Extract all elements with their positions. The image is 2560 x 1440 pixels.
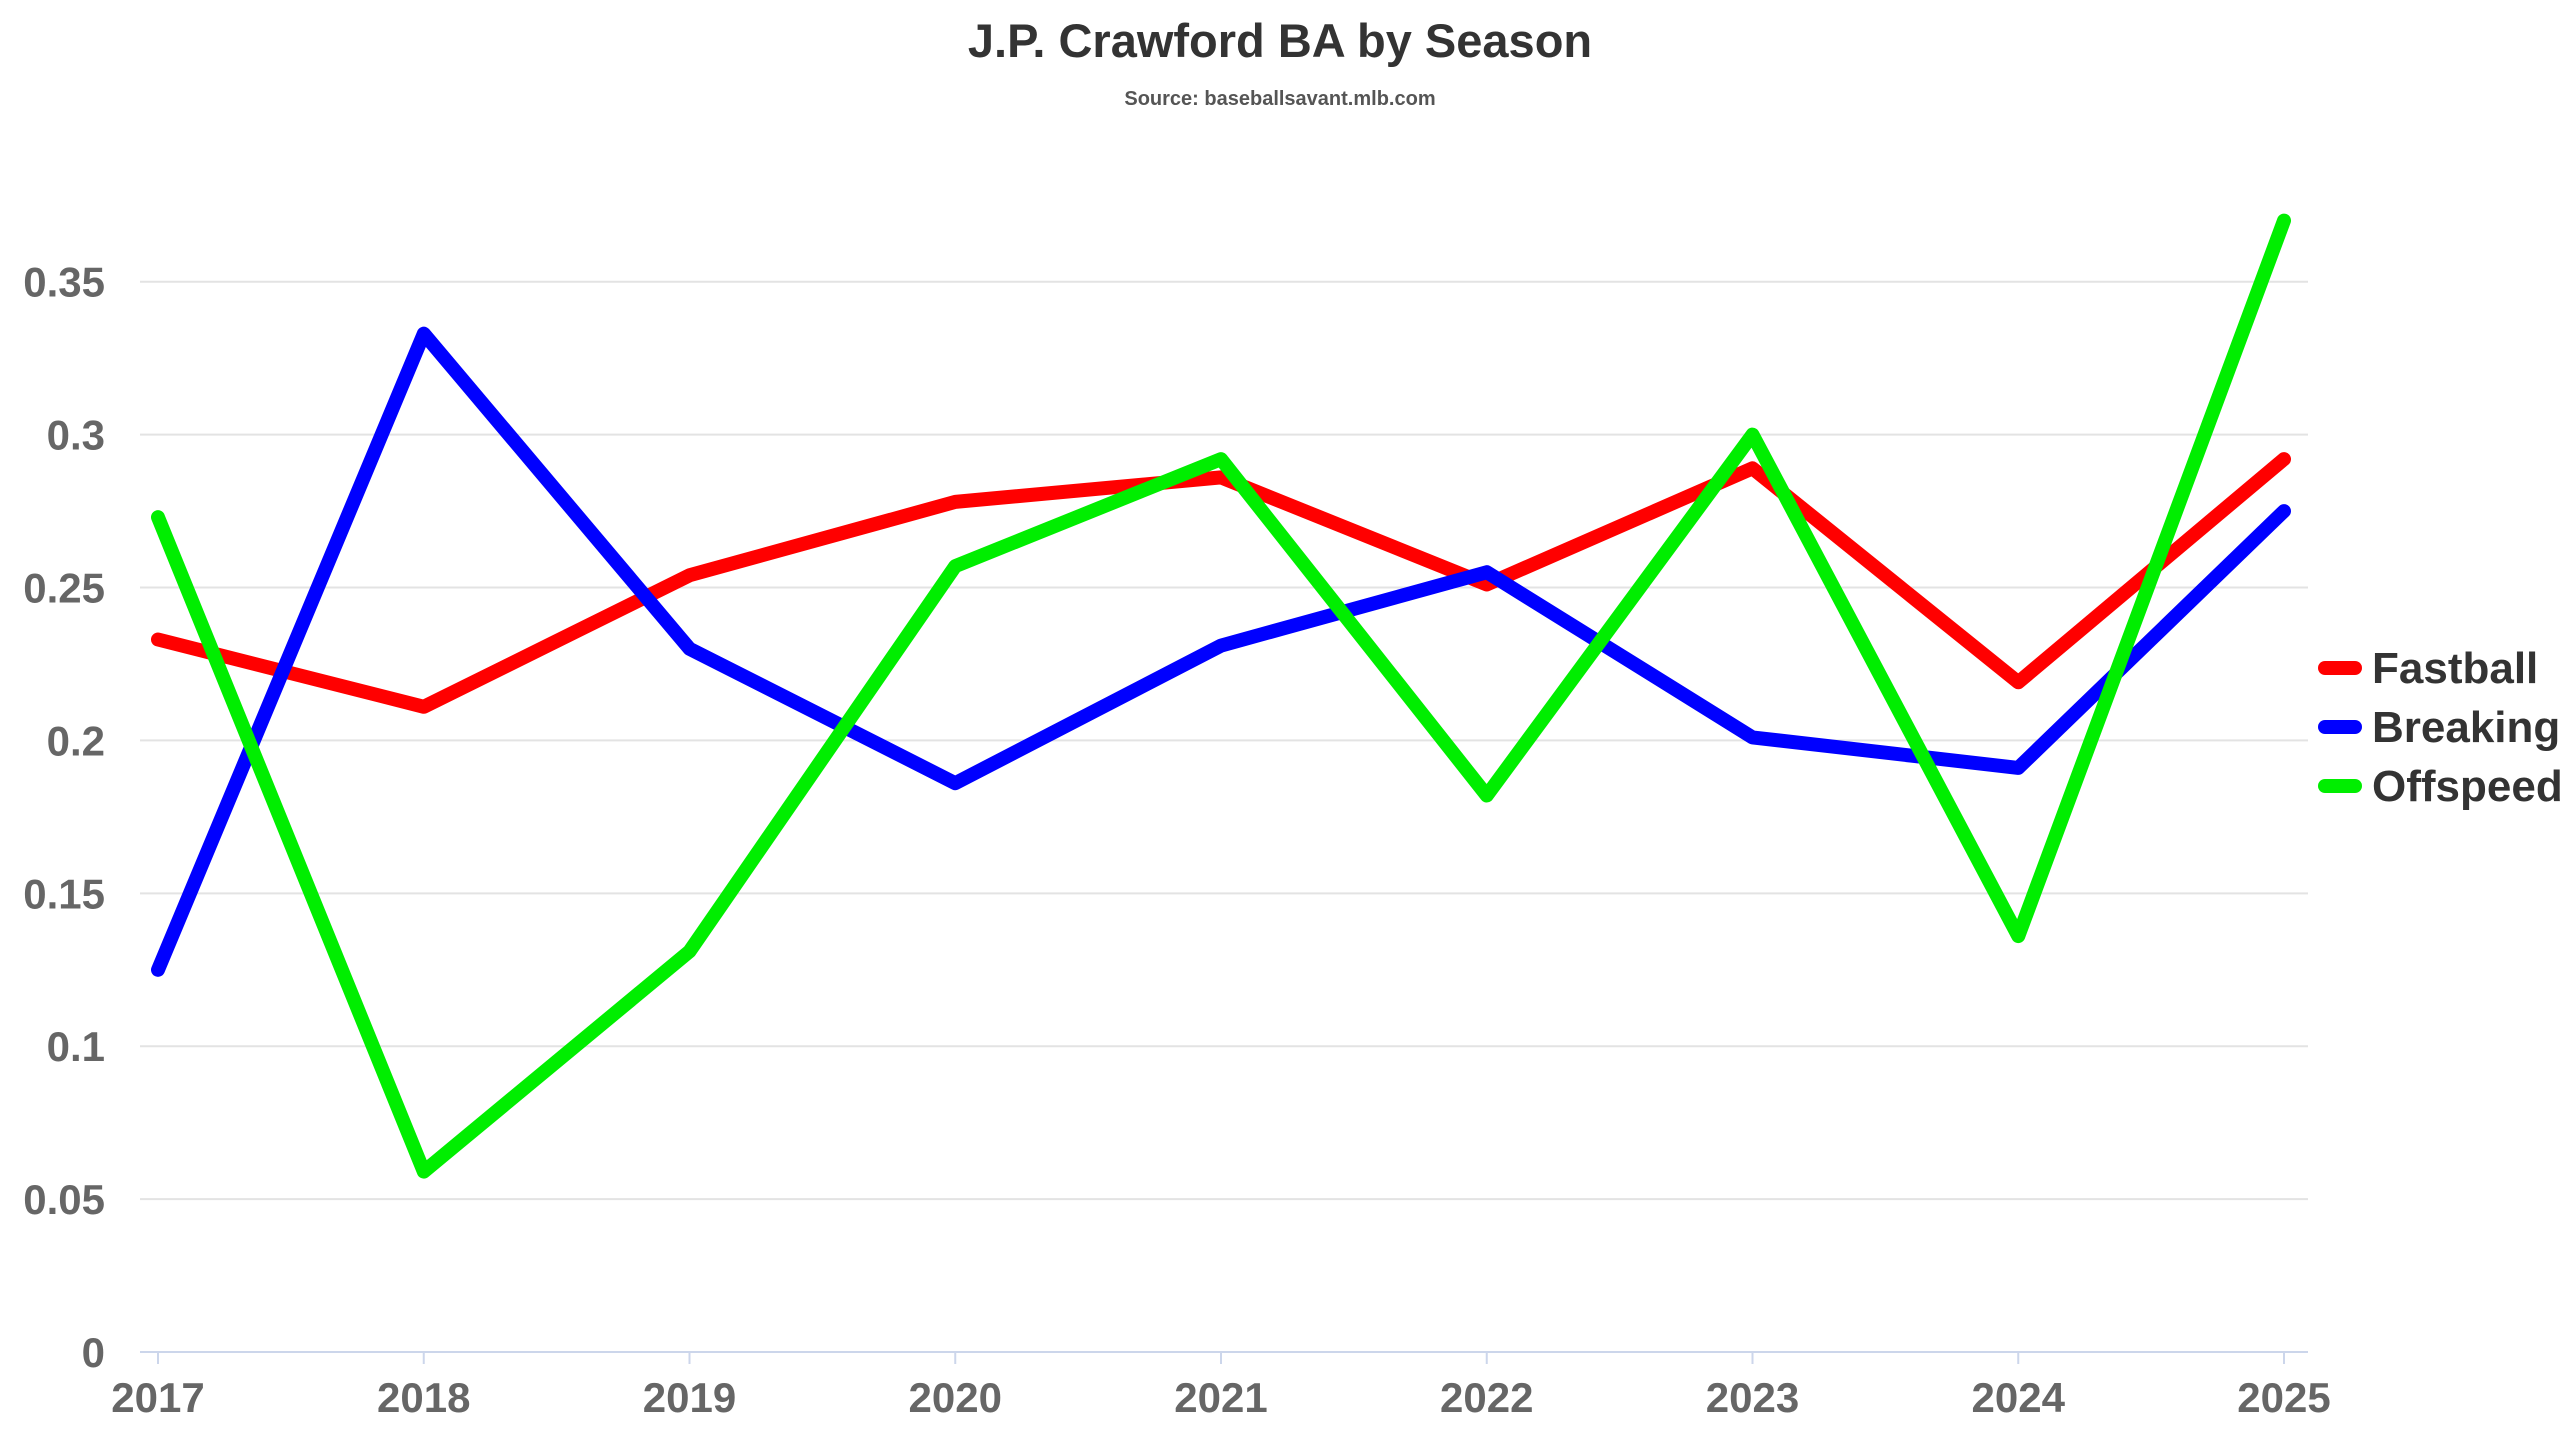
x-tick-label: 2024 <box>1972 1374 2066 1421</box>
x-tick-label: 2020 <box>909 1374 1002 1421</box>
legend-label: Offspeed <box>2372 762 2560 811</box>
chart-subtitle: Source: baseballsavant.mlb.com <box>1124 88 1435 110</box>
legend-item-breaking[interactable]: Breaking <box>2318 703 2560 752</box>
chart-title: J.P. Crawford BA by Season <box>968 14 1592 67</box>
x-tick-label: 2017 <box>111 1374 204 1421</box>
x-tick-label: 2023 <box>1706 1374 1799 1421</box>
legend-item-fastball[interactable]: Fastball <box>2318 644 2538 693</box>
legend[interactable]: Fastball Breaking Offspeed <box>2318 644 2560 811</box>
y-tick-label: 0.35 <box>23 259 105 306</box>
x-tick-label: 2018 <box>377 1374 470 1421</box>
x-tick-label: 2021 <box>1174 1374 1267 1421</box>
series-lines <box>151 213 2291 1179</box>
y-tick-label: 0.1 <box>47 1023 105 1070</box>
series-line-breaking[interactable] <box>151 326 2291 977</box>
x-tick-label: 2019 <box>643 1374 736 1421</box>
series-line-offspeed[interactable] <box>151 213 2291 1179</box>
series-line-fastball[interactable] <box>151 452 2291 714</box>
gridlines <box>140 280 2308 1201</box>
y-tick-label: 0.3 <box>47 412 105 459</box>
axes: 0 0.05 0.1 0.15 0.2 0.25 0.3 0.35 2017 2018 2019 20… <box>23 259 2330 1421</box>
y-tick-label: 0.15 <box>23 870 105 917</box>
y-tick-label: 0.2 <box>47 717 105 764</box>
legend-item-offspeed[interactable]: Offspeed <box>2318 762 2560 811</box>
y-tick-label: 0.25 <box>23 565 105 612</box>
x-tick-label: 2022 <box>1440 1374 1533 1421</box>
legend-label: Fastball <box>2372 644 2538 693</box>
y-tick-label: 0 <box>82 1329 105 1376</box>
legend-label: Breaking <box>2372 703 2560 752</box>
y-tick-label: 0.05 <box>23 1176 105 1223</box>
x-tick-label: 2025 <box>2237 1374 2330 1421</box>
